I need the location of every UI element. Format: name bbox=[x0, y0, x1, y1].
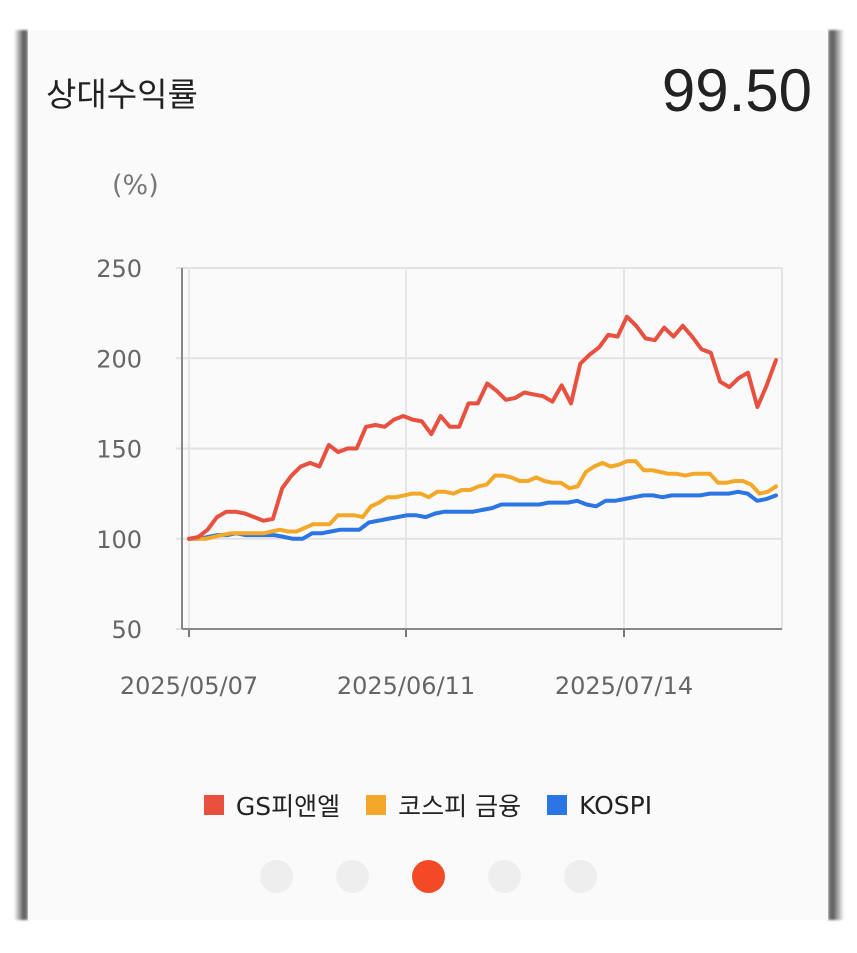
y-tick-label: 200 bbox=[96, 345, 142, 373]
x-tick-label: 2025/06/11 bbox=[337, 672, 475, 700]
legend-label-kospi-finance: 코스피 금융 bbox=[398, 792, 522, 821]
page-dot-5[interactable] bbox=[563, 860, 597, 893]
tick-labels: 250 200 150 100 50 2025/05/07 2025/06/11 2025/0… bbox=[96, 255, 693, 700]
page-dot-3-active[interactable] bbox=[411, 860, 445, 893]
legend-item-kospi: KOSPI bbox=[547, 787, 652, 823]
grid-lines bbox=[176, 267, 783, 630]
page-dot-1[interactable] bbox=[259, 860, 293, 893]
y-axis-unit-label: (%) bbox=[112, 170, 159, 201]
series-line-kospi-finance bbox=[187, 459, 778, 541]
frame-shadow-left bbox=[14, 30, 28, 920]
series-line-kospi bbox=[187, 489, 778, 541]
y-tick-label: 100 bbox=[96, 526, 142, 554]
series-line-gs bbox=[187, 314, 778, 541]
legend-label-gs: GS피앤엘 bbox=[235, 792, 341, 821]
relative-return-value: 99.50 bbox=[661, 57, 812, 124]
y-tick-label: 150 bbox=[96, 436, 142, 464]
x-tick-label: 2025/07/14 bbox=[555, 672, 693, 700]
page-dot-4[interactable] bbox=[487, 860, 521, 893]
legend-item-kospi-finance: 코스피 금융 bbox=[366, 787, 521, 823]
frame-shadow-right bbox=[828, 30, 844, 920]
chart-legend: GS피앤엘 코스피 금융 KOSPI bbox=[28, 787, 828, 823]
legend-label-kospi: KOSPI bbox=[579, 790, 653, 820]
series-lines bbox=[187, 314, 778, 541]
relative-return-card: 상대수익률 99.50 (%) 250 200 150 100 50 2025/05/07… bbox=[28, 30, 828, 920]
page-dot-2[interactable] bbox=[335, 860, 369, 893]
x-tick-label: 2025/05/07 bbox=[120, 672, 258, 700]
chart-axes bbox=[181, 268, 782, 637]
page-indicator bbox=[28, 860, 828, 893]
legend-swatch-kospi-finance bbox=[366, 795, 387, 815]
y-tick-label: 250 bbox=[96, 255, 142, 283]
legend-item-gs: GS피앤엘 bbox=[203, 787, 341, 823]
y-tick-label: 50 bbox=[111, 616, 142, 644]
legend-swatch-gs bbox=[203, 795, 224, 815]
legend-swatch-kospi bbox=[547, 795, 568, 815]
card-title: 상대수익률 bbox=[46, 75, 198, 114]
line-chart: 250 200 150 100 50 2025/05/07 2025/06/11 2025/0… bbox=[96, 255, 783, 700]
